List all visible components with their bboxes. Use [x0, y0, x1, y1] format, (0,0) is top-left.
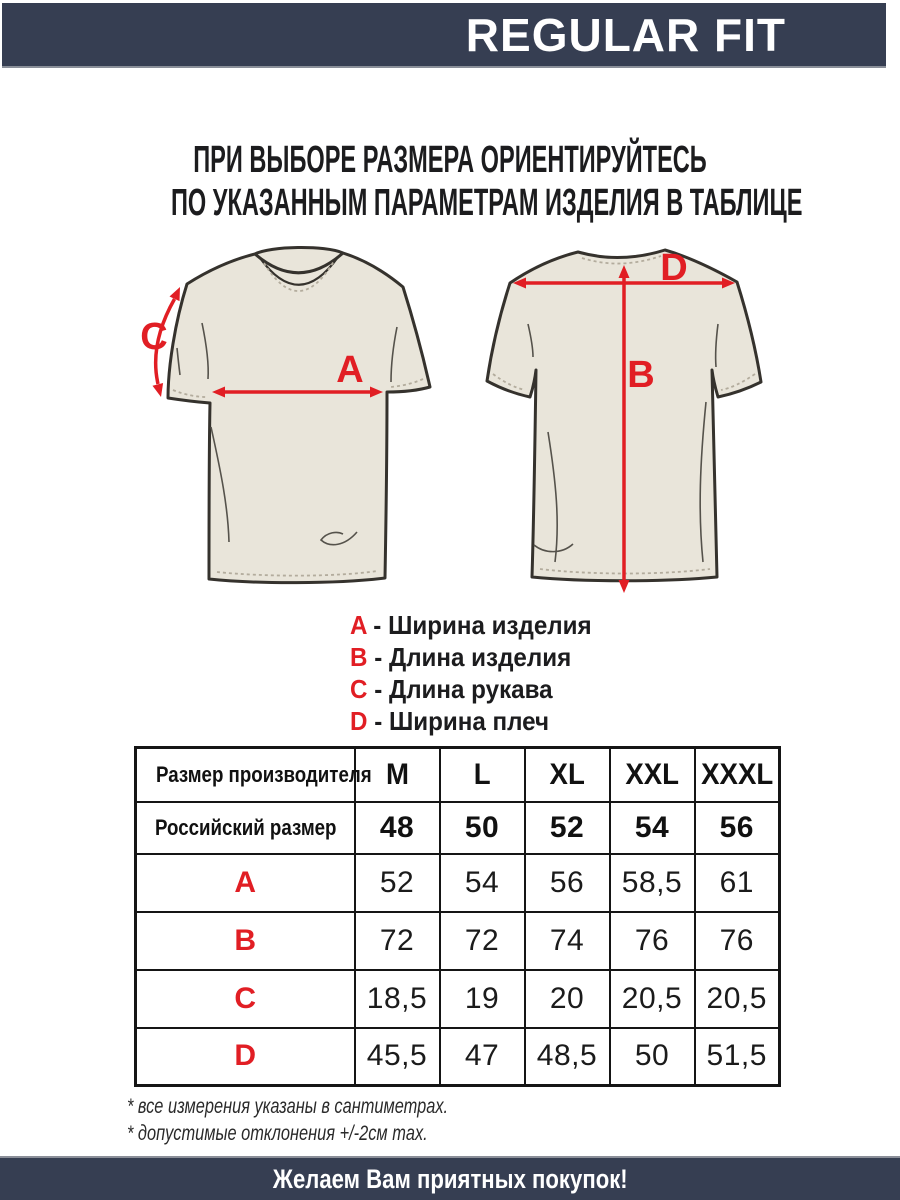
measure-value: 52 [379, 865, 415, 899]
dimension-label-a: A [336, 349, 363, 391]
fit-type-title: REGULAR FIT [465, 8, 786, 61]
heading-line-1: ПРИ ВЫБОРЕ РАЗМЕРА ОРИЕНТИРУЙТЕСЬ [193, 139, 707, 181]
table-row-b: B 72 72 74 76 76 [134, 910, 781, 971]
measure-value: 72 [464, 923, 500, 957]
measure-value: 50 [634, 1039, 670, 1073]
size-col-xxxl: XXXL [700, 757, 773, 791]
footnote-tolerance: * допустимые отклонения +/-2см max. [127, 1122, 428, 1145]
front-right-cuff-stitch [390, 378, 424, 388]
front-collar-outer [254, 251, 344, 275]
header-label: Размер производителя [156, 761, 372, 787]
width-arrow-a [212, 386, 383, 398]
legend-letter-b: B [350, 642, 368, 672]
russian-size-label: Российский размер [154, 814, 336, 840]
russian-size-value: 52 [549, 810, 585, 844]
row-letter-c: C [234, 981, 257, 1015]
heading-line-2: ПО УКАЗАННЫМ ПАРАМЕТРАМ ИЗДЕЛИЯ В ТАБЛИЦ… [171, 182, 803, 224]
measure-value: 54 [464, 865, 500, 899]
length-arrow-b [618, 265, 630, 593]
size-col-xxl: XXL [625, 757, 679, 791]
front-collar-stitch [263, 260, 335, 292]
legend-letter-c: C [350, 674, 368, 704]
russian-size-value: 54 [634, 810, 670, 844]
measure-value: 20,5 [706, 981, 767, 1015]
legend-item-b: B - Длина изделия [350, 641, 592, 673]
table-row-d: D 45,5 47 48,5 50 51,5 [134, 1026, 781, 1087]
measure-value: 51,5 [706, 1039, 767, 1073]
table-row-a: A 52 54 56 58,5 61 [134, 852, 781, 913]
measure-value: 20,5 [621, 981, 683, 1015]
tshirt-front-diagram: A C [140, 246, 432, 585]
measure-value: 76 [634, 923, 670, 957]
legend-item-a: A - Ширина изделия [350, 609, 592, 641]
back-collar-stitch [581, 255, 662, 265]
size-col-xl: XL [549, 757, 585, 791]
russian-size-value: 56 [719, 810, 754, 844]
size-col-m: M [385, 757, 409, 791]
front-hem-stitch [216, 570, 378, 577]
measure-value: 47 [464, 1039, 500, 1073]
measure-value: 61 [719, 865, 754, 899]
russian-size-value: 50 [464, 810, 500, 844]
tshirt-back-diagram: D B [485, 247, 763, 593]
row-letter-d: D [234, 1039, 257, 1073]
table-row-c: C 18,5 19 20 20,5 20,5 [134, 968, 781, 1029]
measure-value: 45,5 [366, 1039, 428, 1073]
measure-value: 72 [379, 923, 415, 957]
measure-value: 48,5 [536, 1039, 598, 1073]
size-advice-heading: ПРИ ВЫБОРЕ РАЗМЕРА ОРИЕНТИРУЙТЕСЬ ПО УКА… [171, 139, 803, 225]
table-row-russian-size: Российский размер 48 50 52 54 56 [134, 800, 781, 855]
back-left-cuff-stitch [492, 373, 526, 391]
footnotes: * все измерения указаны в сантиметрах. *… [127, 1093, 448, 1147]
measure-value: 58,5 [621, 865, 683, 899]
measure-value: 74 [549, 923, 585, 957]
dimension-label-c: C [140, 316, 167, 358]
legend-item-c: C - Длина рукава [350, 673, 592, 705]
row-letter-a: A [234, 865, 257, 899]
measure-value: 20 [549, 981, 585, 1015]
legend-text-c: - Длина рукава [374, 674, 553, 704]
footnote-units: * все измерения указаны в сантиметрах. [127, 1095, 449, 1118]
measure-value: 76 [719, 923, 754, 957]
row-letter-b: B [234, 923, 257, 957]
russian-size-value: 48 [379, 810, 415, 844]
front-left-cuff-stitch [172, 389, 207, 398]
sleeve-arrow-c [152, 287, 180, 397]
legend-letter-a: A [350, 610, 367, 640]
front-fold-lines [176, 322, 398, 546]
legend-text-a: - Ширина изделия [373, 610, 592, 640]
size-col-l: L [473, 757, 491, 791]
top-banner: REGULAR FIT [2, 3, 886, 68]
dimension-label-b: B [627, 354, 654, 396]
table-row-header: Размер производителя M L XL XXL XXXL [134, 746, 781, 803]
dimension-label-d: D [660, 247, 687, 289]
legend-text-b: - Длина изделия [374, 642, 572, 672]
legend-item-d: D - Ширина плеч [350, 705, 592, 737]
front-shirt-outline [166, 246, 432, 585]
bottom-banner: Желаем Вам приятных покупок! [0, 1156, 900, 1200]
legend-letter-d: D [350, 706, 368, 736]
size-table: Размер производителя M L XL XXL XXXL Рос… [134, 746, 781, 1087]
back-fold-lines [527, 323, 719, 563]
measure-value: 18,5 [366, 981, 428, 1015]
legend-text-d: - Ширина плеч [374, 706, 550, 736]
measurement-legend: A - Ширина изделия B - Длина изделия C -… [350, 609, 610, 737]
measure-value: 56 [549, 865, 585, 899]
measure-value: 19 [464, 981, 500, 1015]
thanks-message: Желаем Вам приятных покупок! [272, 1163, 628, 1194]
